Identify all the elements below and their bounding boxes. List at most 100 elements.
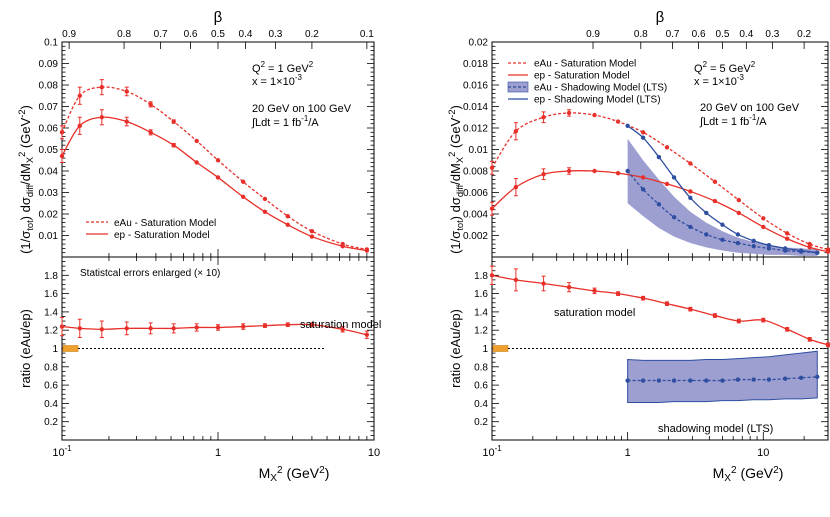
data-point — [171, 326, 176, 331]
beta-tick-label: 0.5 — [211, 29, 225, 40]
y-tick-label: 0.006 — [463, 188, 488, 199]
legend-label: eAu - Shadowing Model (LTS) — [534, 83, 667, 94]
y-tick-label: 0.018 — [463, 59, 488, 70]
data-point — [309, 322, 315, 327]
data-point — [712, 179, 718, 184]
legend-label: eAu - Saturation Model — [114, 218, 216, 229]
data-point — [688, 195, 693, 201]
top-plot-frame — [61, 41, 375, 258]
data-point — [513, 184, 519, 190]
data-point — [825, 342, 830, 348]
data-point — [285, 322, 290, 327]
data-point — [285, 213, 290, 219]
data-point — [815, 250, 820, 255]
data-point — [566, 110, 572, 116]
x-tick-label: 1 — [625, 447, 631, 459]
data-point — [656, 378, 662, 383]
y-axis-label-bottom-group: ratio (eAu/ep) — [448, 309, 463, 388]
data-point — [766, 242, 772, 248]
y-tick-label: 0.08 — [39, 81, 59, 92]
legend-label: eAu - Saturation Model — [534, 59, 636, 70]
annotation-lumi: ∫Ldt = 1 fb-1/A — [699, 113, 767, 128]
data-point — [782, 376, 788, 381]
stat-errors-note: Statistcal errors enlarged (× 10) — [80, 268, 220, 279]
data-point — [124, 326, 129, 331]
data-point — [171, 143, 176, 148]
x-tick-label: 10-1 — [52, 444, 72, 459]
data-point — [640, 135, 646, 140]
data-point — [194, 160, 199, 165]
legend-label: ep - Shadowing Model (LTS) — [534, 95, 661, 106]
x-axis-label: MX2 (GeV2) — [713, 465, 784, 484]
beta-tick-label: 0.3 — [268, 29, 282, 40]
beta-tick-label: 0.7 — [666, 29, 680, 40]
y-tick-label: 0.002 — [463, 231, 488, 242]
data-point — [712, 313, 718, 318]
data-point — [285, 222, 290, 227]
y-tick-label: 1 — [482, 344, 488, 355]
normalization-uncertainty-box — [492, 345, 509, 352]
data-point — [640, 175, 646, 180]
data-point — [592, 288, 597, 294]
y-tick-label: 0.2 — [474, 417, 488, 428]
data-point — [688, 189, 693, 194]
annotation-x: x = 1×10-3 — [694, 73, 744, 88]
y-axis-label-bottom: ratio (eAu/ep) — [448, 309, 463, 388]
beta-tick-label: 0.3 — [765, 29, 779, 40]
data-point — [59, 153, 65, 159]
annotation-lumi: ∫Ldt = 1 fb-1/A — [251, 114, 319, 129]
y-tick-label: 1.4 — [474, 307, 488, 318]
data-point — [194, 325, 199, 330]
normalization-uncertainty-box — [62, 345, 79, 352]
x-tick-label: 10 — [368, 447, 380, 459]
data-point — [240, 324, 246, 329]
beta-tick-label: 0.2 — [305, 29, 319, 40]
data-point — [77, 326, 82, 331]
data-point — [541, 281, 546, 286]
legend-label: ep - Saturation Model — [114, 230, 210, 241]
y-tick-label: 1.8 — [44, 271, 58, 282]
data-point — [656, 202, 662, 207]
y-tick-label: 1 — [52, 344, 58, 355]
data-point — [615, 291, 621, 296]
y-tick-label: 1.6 — [474, 289, 488, 300]
legend-label: ep - Saturation Model — [534, 71, 630, 82]
data-point — [807, 337, 812, 342]
data-point — [625, 123, 630, 129]
data-point — [704, 232, 709, 237]
y-tick-label: 0.8 — [474, 362, 488, 373]
data-point — [736, 210, 742, 216]
data-point — [815, 374, 820, 380]
beta-axis-label: β — [656, 9, 665, 26]
data-point — [364, 248, 370, 253]
series-line — [61, 116, 367, 252]
data-point — [566, 168, 572, 174]
data-point — [736, 318, 742, 324]
left-panel: 10-1 1 10 MX2 (GeV2) 0.9 0.8 0.7 0.6 0.5 0.4 0.3 0.… — [17, 9, 381, 484]
data-point — [194, 138, 199, 144]
data-point — [625, 168, 630, 174]
data-point — [735, 240, 741, 246]
y-tick-label: 0.1 — [44, 38, 58, 49]
data-point — [766, 377, 772, 382]
y-tick-label: 0.06 — [39, 124, 59, 135]
y-tick-label: 0.01 — [469, 145, 489, 156]
data-point — [148, 326, 153, 331]
y-tick-label: 1.4 — [44, 307, 58, 318]
data-point — [640, 187, 646, 192]
data-point — [688, 306, 693, 312]
data-point — [240, 194, 246, 199]
data-point — [566, 284, 572, 290]
data-point — [124, 119, 129, 124]
data-point — [640, 378, 646, 383]
data-point — [99, 84, 105, 90]
data-point — [262, 323, 268, 328]
data-point — [309, 229, 315, 234]
beta-tick-label: 0.6 — [692, 29, 706, 40]
data-point — [736, 197, 742, 203]
beta-tick-label: 0.8 — [634, 29, 648, 40]
data-point — [807, 241, 812, 247]
data-point — [784, 231, 790, 236]
data-point — [148, 130, 153, 135]
